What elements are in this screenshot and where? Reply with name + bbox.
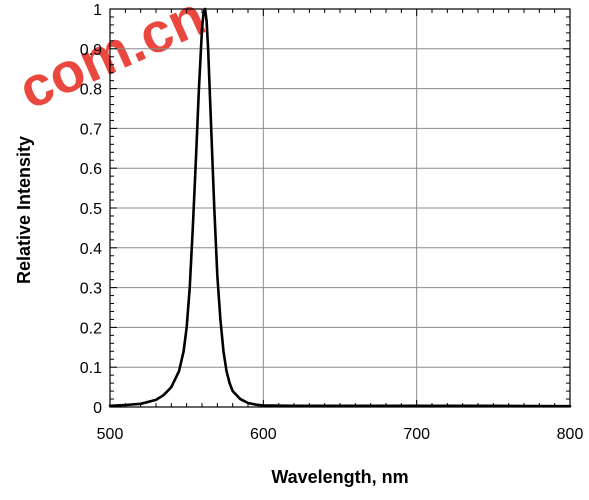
y-tick-label: 0.7	[80, 121, 102, 138]
x-tick-label: 500	[97, 426, 124, 443]
y-tick-label: 0	[93, 400, 102, 417]
y-tick-label: 0.9	[80, 42, 102, 59]
y-tick-label: 0.3	[80, 281, 102, 298]
x-tick-label: 700	[403, 426, 430, 443]
y-tick-label: 0.2	[80, 320, 102, 337]
y-tick-label: 0.6	[80, 161, 102, 178]
x-axis-label: Wavelength, nm	[271, 467, 408, 487]
y-tick-label: 1	[93, 2, 102, 19]
x-tick-label: 600	[250, 426, 277, 443]
y-tick-label: 0.4	[80, 241, 102, 258]
y-tick-label: 0.1	[80, 360, 102, 377]
y-tick-label: 0.8	[80, 82, 102, 99]
y-tick-label: 0.5	[80, 201, 102, 218]
y-axis-label: Relative Intensity	[14, 136, 34, 284]
x-tick-label: 800	[557, 426, 584, 443]
